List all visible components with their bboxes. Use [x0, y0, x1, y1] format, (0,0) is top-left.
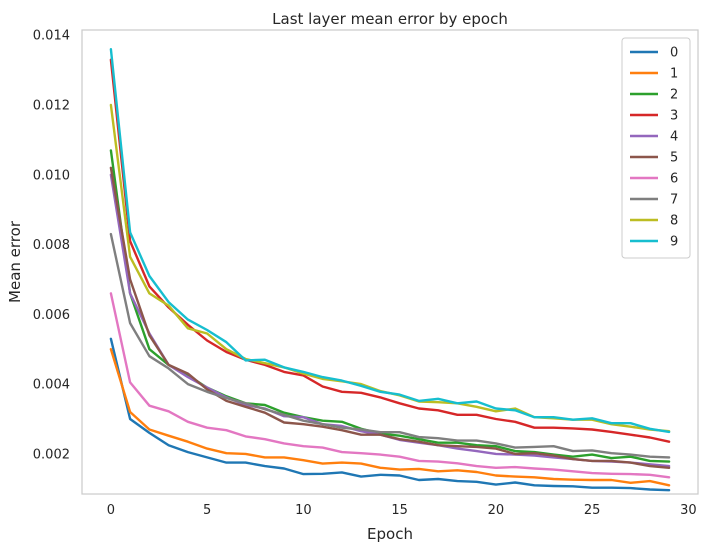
legend-label-8: 8 [670, 214, 678, 229]
legend-label-2: 2 [670, 88, 678, 103]
legend-label-0: 0 [670, 46, 678, 61]
series-line-0 [109, 337, 671, 492]
y-tick-label: 0.006 [33, 308, 70, 323]
y-tick-label: 0.002 [33, 447, 70, 462]
x-axis-label: Epoch [367, 525, 413, 543]
plot-area [81, 29, 699, 495]
series-line-9 [109, 48, 671, 434]
x-tick-label: 25 [584, 503, 601, 518]
y-tick-label: 0.012 [33, 99, 70, 114]
chart-title: Last layer mean error by epoch [272, 10, 508, 28]
x-tick-label: 30 [680, 503, 697, 518]
legend: 0 1 2 3 4 5 6 7 8 9 [621, 37, 691, 259]
legend-label-1: 1 [670, 67, 678, 82]
series-line-7 [109, 232, 671, 459]
y-tick-label: 0.008 [33, 238, 70, 253]
legend-label-3: 3 [670, 109, 678, 124]
series-line-1 [109, 348, 671, 487]
y-axis-ticks: 0.002 0.004 0.006 0.008 0.010 0.012 0.014 [33, 29, 70, 463]
series-line-3 [109, 58, 671, 443]
x-tick-label: 15 [391, 503, 408, 518]
legend-label-9: 9 [670, 235, 678, 250]
series-lines [109, 48, 671, 492]
legend-label-7: 7 [670, 193, 678, 208]
x-tick-label: 0 [107, 503, 115, 518]
x-axis-ticks: 0 5 10 15 20 25 30 [107, 503, 697, 518]
legend-label-5: 5 [670, 151, 678, 166]
y-tick-label: 0.014 [33, 29, 70, 44]
legend-box [621, 37, 691, 259]
x-tick-label: 10 [295, 503, 312, 518]
legend-label-4: 4 [670, 130, 678, 145]
x-tick-label: 5 [203, 503, 211, 518]
x-tick-label: 20 [488, 503, 505, 518]
y-axis-label: Mean error [6, 220, 24, 303]
legend-label-6: 6 [670, 172, 678, 187]
series-line-5 [109, 166, 671, 469]
y-tick-label: 0.004 [33, 378, 70, 393]
series-line-6 [109, 292, 671, 479]
y-tick-label: 0.010 [33, 168, 70, 183]
